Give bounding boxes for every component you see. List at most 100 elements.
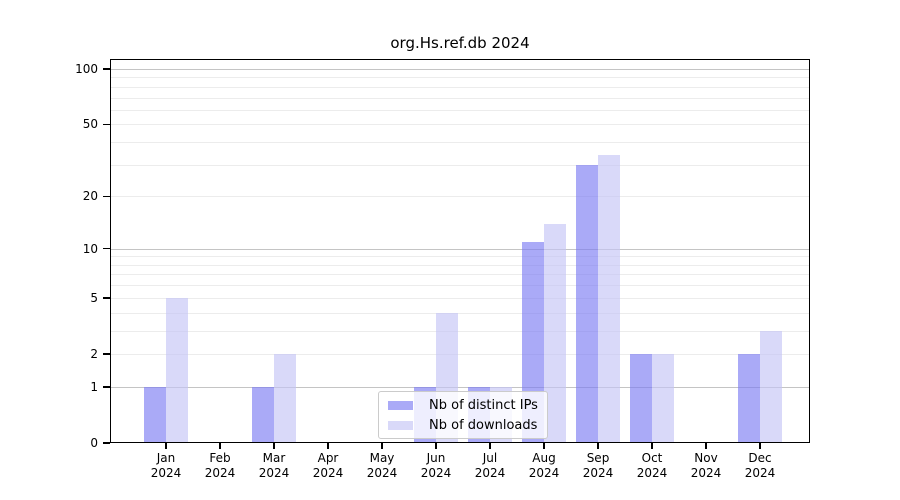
x-tick-label: Oct 2024 xyxy=(625,451,679,481)
y-tick-mark xyxy=(103,247,110,250)
x-tick-year: 2024 xyxy=(150,466,182,480)
bar-downloads xyxy=(760,330,782,443)
x-tick-month: May xyxy=(369,451,395,465)
y-tick-label: 10 xyxy=(82,241,98,256)
x-tick-label: Feb 2024 xyxy=(193,451,247,481)
x-tick-label: Apr 2024 xyxy=(301,451,355,481)
x-tick-mark xyxy=(327,443,329,449)
y-tick-label: 5 xyxy=(90,290,98,305)
y-tick-label: 0 xyxy=(90,436,98,450)
x-tick-year: 2024 xyxy=(312,466,344,480)
gridline-minor xyxy=(110,264,810,266)
x-tick-year: 2024 xyxy=(204,466,236,480)
x-tick-month: Nov xyxy=(694,451,718,465)
bar-distinct-ips xyxy=(630,353,652,443)
x-tick-mark xyxy=(489,443,491,449)
x-tick-year: 2024 xyxy=(690,466,722,480)
gridline-minor xyxy=(110,330,810,332)
legend-item-downloads: Nb of downloads xyxy=(388,416,538,434)
bar-distinct-ips xyxy=(576,164,598,443)
y-tick-label: 50 xyxy=(82,117,98,132)
gridline-minor xyxy=(110,86,810,88)
gridline-major xyxy=(110,386,810,388)
x-tick-label: Dec 2024 xyxy=(733,451,787,481)
x-tick-mark xyxy=(381,443,383,449)
x-tick-mark xyxy=(651,443,653,449)
x-tick-label: May 2024 xyxy=(355,451,409,481)
y-tick-mark xyxy=(103,123,110,126)
gridline-minor xyxy=(110,124,810,126)
x-tick-month: Jan xyxy=(156,451,176,465)
x-tick-mark xyxy=(219,443,221,449)
y-tick-mark xyxy=(103,442,110,444)
gridline-major xyxy=(110,69,810,70)
bar-downloads xyxy=(544,223,566,443)
gridline-major xyxy=(110,248,810,250)
x-tick-mark xyxy=(165,443,167,449)
chart-title: org.Hs.ref.db 2024 xyxy=(390,34,530,52)
x-tick-label: Jan 2024 xyxy=(139,451,193,481)
gridline-minor xyxy=(110,164,810,166)
gridline-minor xyxy=(110,77,810,79)
gridline-minor xyxy=(110,142,810,144)
y-tick-label: 100 xyxy=(75,62,98,76)
gridline-minor xyxy=(110,353,810,355)
x-tick-label: Jun 2024 xyxy=(409,451,463,481)
x-tick-mark xyxy=(273,443,275,449)
bar-distinct-ips xyxy=(252,386,274,443)
x-tick-year: 2024 xyxy=(528,466,560,480)
y-tick-mark xyxy=(103,353,110,355)
x-tick-label: Nov 2024 xyxy=(679,451,733,481)
x-tick-month: Feb xyxy=(209,451,231,465)
x-tick-year: 2024 xyxy=(744,466,776,480)
x-tick-month: Apr xyxy=(317,451,339,465)
x-tick-month: Mar xyxy=(262,451,286,465)
gridline-minor xyxy=(110,196,810,198)
gridline-minor xyxy=(110,312,810,314)
y-tick-label: 1 xyxy=(90,379,98,394)
plot-frame xyxy=(110,59,810,443)
y-tick-mark xyxy=(103,68,110,70)
x-tick-label: Mar 2024 xyxy=(247,451,301,481)
gridline-minor xyxy=(110,285,810,287)
bar-distinct-ips xyxy=(144,386,166,443)
x-tick-month: Jun xyxy=(426,451,446,465)
x-tick-label: Jul 2024 xyxy=(463,451,517,481)
x-tick-year: 2024 xyxy=(420,466,452,480)
x-tick-month: Sep xyxy=(586,451,610,465)
bar-downloads xyxy=(598,154,620,443)
bar-downloads xyxy=(652,353,674,443)
bar-downloads xyxy=(166,297,188,443)
bar-downloads xyxy=(274,353,296,443)
legend: Nb of distinct IPs Nb of downloads xyxy=(378,391,548,439)
legend-label-distinct-ips: Nb of distinct IPs xyxy=(429,397,538,413)
x-tick-label: Aug 2024 xyxy=(517,451,571,481)
y-tick-label: 20 xyxy=(82,189,98,204)
x-tick-year: 2024 xyxy=(582,466,614,480)
x-tick-mark xyxy=(543,443,545,449)
gridline-minor xyxy=(110,297,810,299)
x-tick-mark xyxy=(435,443,437,449)
y-tick-mark xyxy=(103,386,110,388)
x-tick-mark xyxy=(705,443,707,449)
legend-label-downloads: Nb of downloads xyxy=(429,417,538,433)
bar-distinct-ips xyxy=(738,353,760,443)
x-tick-year: 2024 xyxy=(474,466,506,480)
legend-item-distinct-ips: Nb of distinct IPs xyxy=(388,396,538,414)
x-tick-label: Sep 2024 xyxy=(571,451,625,481)
legend-swatch-downloads xyxy=(388,420,413,430)
x-tick-year: 2024 xyxy=(636,466,668,480)
gridline-minor xyxy=(110,256,810,258)
x-tick-mark xyxy=(597,443,599,449)
legend-swatch-distinct-ips xyxy=(388,400,413,410)
y-tick-mark xyxy=(103,195,110,198)
x-tick-year: 2024 xyxy=(366,466,398,480)
gridline-minor xyxy=(110,109,810,111)
x-tick-mark xyxy=(759,443,761,449)
x-tick-month: Aug xyxy=(532,451,556,465)
x-tick-month: Oct xyxy=(641,451,663,465)
y-tick-mark xyxy=(103,297,110,299)
x-tick-month: Dec xyxy=(748,451,772,465)
x-tick-year: 2024 xyxy=(258,466,290,480)
